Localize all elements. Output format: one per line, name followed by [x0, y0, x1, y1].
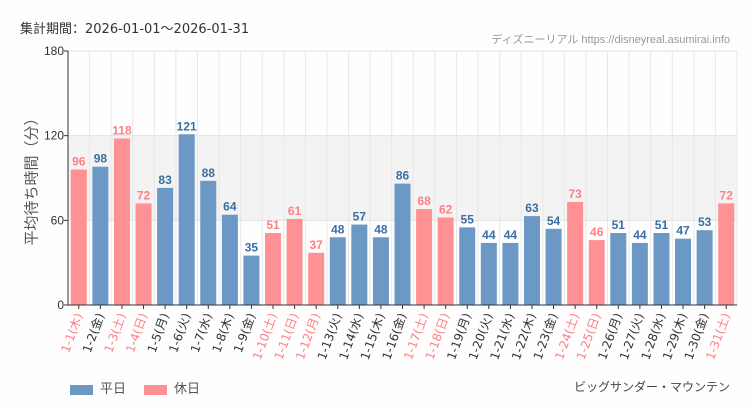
data-label: 62	[439, 203, 453, 217]
attraction-name: ビッグサンダー・マウンテン	[573, 380, 730, 394]
legend-weekday-label: 平日	[100, 382, 127, 397]
y-tick-label: 120	[44, 129, 64, 143]
bar	[221, 214, 238, 305]
data-label: 53	[698, 215, 712, 229]
data-label: 63	[525, 201, 539, 215]
bar	[718, 203, 735, 305]
legend: 平日 休日	[70, 378, 200, 397]
bar	[286, 218, 303, 305]
data-label: 73	[568, 187, 582, 201]
y-tick-label: 0	[57, 298, 64, 312]
bar	[459, 227, 476, 305]
bar	[480, 242, 497, 305]
data-label: 96	[72, 155, 86, 169]
data-label: 68	[417, 194, 431, 208]
legend-holiday[interactable]: 休日	[144, 378, 200, 397]
bar	[696, 230, 713, 305]
data-label: 64	[223, 200, 237, 214]
data-label: 83	[158, 173, 172, 187]
data-label: 37	[309, 238, 323, 252]
y-tick-label: 60	[51, 213, 65, 227]
bar	[523, 216, 540, 305]
bar	[437, 217, 454, 305]
data-label: 55	[461, 212, 475, 226]
data-label: 51	[655, 218, 669, 232]
site-credit: ディズニーリアル https://disneyreal.asumirai.inf…	[491, 34, 730, 46]
bar	[653, 233, 670, 305]
bar	[308, 252, 325, 305]
bar	[372, 237, 389, 305]
bar	[92, 166, 109, 305]
holiday-swatch	[144, 384, 168, 395]
bar	[157, 187, 174, 305]
bar	[416, 209, 433, 305]
data-label: 98	[94, 152, 108, 166]
legend-holiday-label: 休日	[174, 382, 201, 397]
data-label: 72	[137, 188, 151, 202]
data-label: 88	[202, 166, 216, 180]
bar	[502, 242, 519, 305]
data-label: 54	[547, 214, 561, 228]
period-label: 集計期間：2026-01-01～2026-01-31	[20, 22, 250, 37]
weekday-swatch	[70, 384, 93, 395]
legend-weekday[interactable]: 平日	[70, 378, 126, 397]
data-label: 48	[331, 222, 345, 236]
data-label: 51	[612, 218, 626, 232]
data-label: 46	[590, 225, 604, 239]
data-label: 47	[676, 224, 690, 238]
bar	[329, 237, 346, 305]
data-label: 118	[112, 123, 132, 137]
bar	[113, 138, 130, 305]
y-tick-label: 180	[44, 44, 64, 58]
bar	[135, 203, 152, 305]
bar	[70, 169, 87, 305]
data-label: 44	[504, 228, 518, 242]
bar	[200, 180, 217, 305]
bar	[178, 134, 195, 305]
data-label: 35	[245, 241, 259, 255]
bar	[394, 183, 411, 305]
bar	[265, 233, 282, 305]
bar	[351, 224, 368, 305]
bar	[243, 255, 260, 305]
bar	[675, 238, 692, 305]
bar	[610, 233, 627, 305]
data-label: 72	[720, 188, 734, 202]
data-label: 57	[353, 210, 367, 224]
data-label: 61	[288, 204, 302, 218]
bar	[631, 242, 648, 305]
data-label: 121	[177, 119, 197, 133]
data-label: 48	[374, 222, 388, 236]
bar	[588, 240, 605, 305]
data-label: 44	[482, 228, 496, 242]
data-label: 44	[633, 228, 647, 242]
bar	[567, 201, 584, 305]
data-label: 51	[266, 218, 280, 232]
data-label: 86	[396, 169, 410, 183]
bar	[545, 228, 562, 305]
